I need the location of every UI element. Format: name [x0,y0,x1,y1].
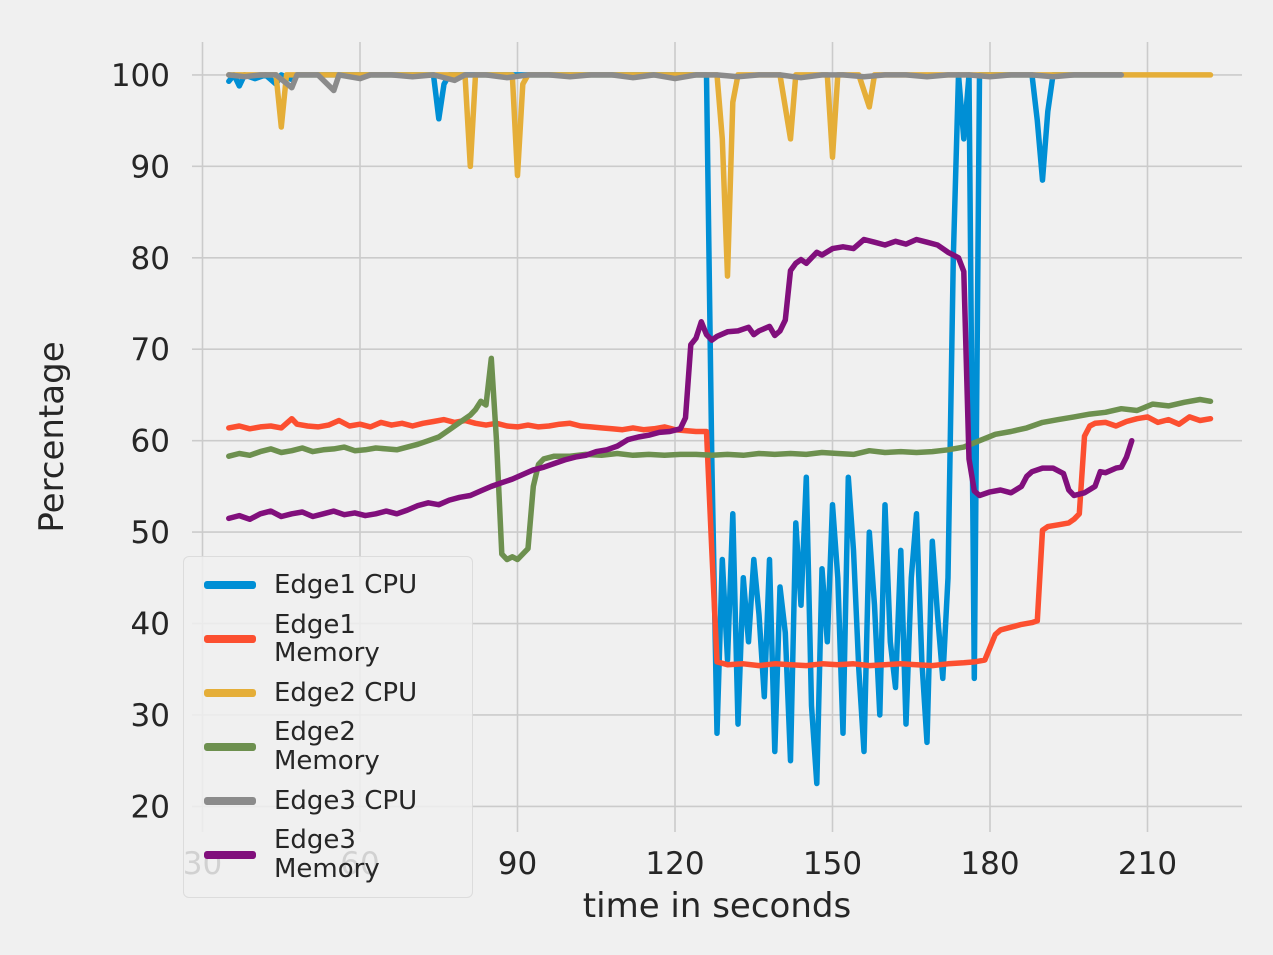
x-tick-label: 150 [803,846,862,882]
y-tick-label: 40 [131,607,170,643]
y-tick-label: 70 [131,332,170,368]
y-tick-label: 50 [131,515,170,551]
legend-item: Edge1 CPU [204,571,452,600]
y-tick-label: 30 [131,698,170,734]
y-tick-label: 80 [131,241,170,277]
series-edge1-memory [226,414,1214,669]
legend-item: Edge2 CPU [204,679,452,708]
legend-item: Edge3 Memory [204,826,452,883]
series-edge3-cpu [226,72,1125,94]
legend-item: Edge2 Memory [204,718,452,775]
series-edge3-memory [226,236,1135,523]
x-tick-label: 210 [1118,846,1177,882]
legend: Edge1 CPU Edge1 Memory Edge2 CPU Edge2 Memo… [183,556,473,899]
legend-label: Edge2 Memory [274,717,380,776]
x-tick-label: 180 [960,846,1019,882]
legend-label: Edge3 CPU [274,785,418,816]
x-axis-label: time in seconds [582,886,852,926]
y-tick-label: 100 [111,58,170,94]
legend-swatch [204,742,256,751]
legend-label: Edge2 CPU [274,677,418,708]
y-axis-label: Percentage [32,341,72,533]
x-tick-label: 120 [645,846,704,882]
legend-swatch [204,689,256,698]
y-tick-label: 60 [131,424,170,460]
x-tick-label: 90 [498,846,537,882]
legend-label: Edge1 CPU [274,570,418,600]
y-tick-label: 90 [131,149,170,185]
legend-swatch [204,850,256,859]
legend-swatch [204,635,256,644]
legend-swatch [204,581,256,590]
legend-item: Edge3 CPU [204,785,452,816]
legend-swatch [204,796,256,805]
legend-label: Edge3 Memory [274,825,380,884]
legend-label: Edge1 Memory [274,609,380,669]
y-tick-label: 20 [131,789,170,825]
legend-item: Edge1 Memory [204,609,452,669]
